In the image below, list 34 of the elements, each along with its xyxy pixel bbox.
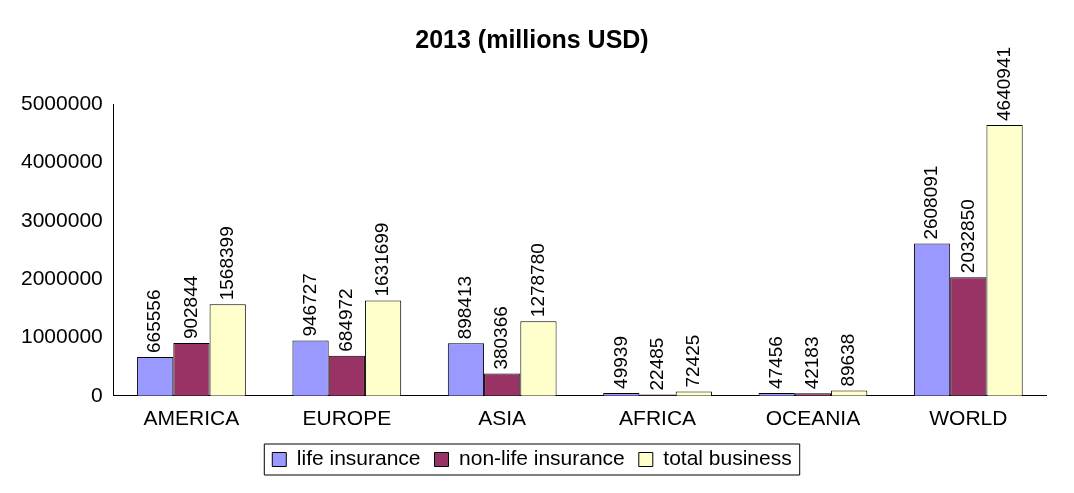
legend-label: life insurance bbox=[296, 446, 421, 470]
y-tick-label: 1000000 bbox=[20, 324, 103, 348]
y-tick-label: 5000000 bbox=[20, 90, 103, 114]
data-label: 665556 bbox=[143, 289, 165, 353]
y-tick-label: 2000000 bbox=[20, 265, 103, 289]
data-label: 22485 bbox=[645, 337, 667, 391]
data-label: 89638 bbox=[837, 333, 859, 387]
data-label: 902844 bbox=[179, 275, 201, 340]
chart-title: 2013 (millions USD) bbox=[415, 24, 649, 53]
y-tick-label: 0 bbox=[91, 382, 103, 406]
x-tick-label: AFRICA bbox=[619, 406, 697, 430]
data-label: 898413 bbox=[454, 275, 476, 340]
data-label: 380366 bbox=[490, 306, 512, 370]
x-tick-label: ASIA bbox=[478, 406, 527, 430]
y-tick-label: 3000000 bbox=[20, 207, 103, 231]
x-tick-label: EUROPE bbox=[302, 406, 392, 430]
data-label: 1568399 bbox=[215, 226, 237, 301]
legend-label: total business bbox=[663, 446, 792, 470]
x-tick-label: OCEANIA bbox=[765, 406, 861, 430]
data-label: 946727 bbox=[298, 273, 320, 337]
x-tick-label: WORLD bbox=[929, 406, 1008, 430]
y-tick-label: 4000000 bbox=[20, 149, 103, 173]
data-label: 2608091 bbox=[920, 165, 942, 240]
data-label: 2032850 bbox=[956, 199, 978, 274]
data-label: 4640941 bbox=[992, 46, 1014, 121]
data-label: 684972 bbox=[335, 288, 357, 352]
data-label: 72425 bbox=[682, 334, 704, 388]
legend-label: non-life insurance bbox=[459, 446, 625, 470]
data-label: 1278780 bbox=[526, 243, 548, 318]
x-tick-label: AMERICA bbox=[143, 406, 240, 430]
data-label: 1631699 bbox=[371, 222, 393, 297]
data-label: 42183 bbox=[801, 336, 823, 390]
data-label: 47456 bbox=[764, 336, 786, 390]
data-label: 49939 bbox=[609, 336, 631, 389]
